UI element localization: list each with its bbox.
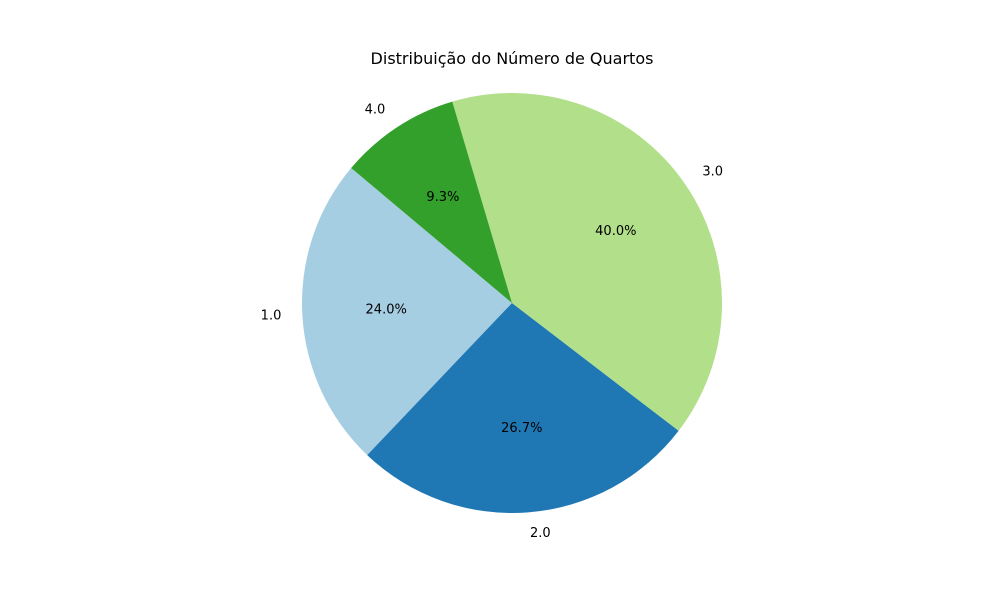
chart-title: Distribuição do Número de Quartos (371, 49, 654, 68)
slice-percent-3-0: 40.0% (595, 224, 636, 239)
pie-slice-4-0 (351, 101, 512, 303)
slice-label-3-0: 3.0 (702, 165, 723, 180)
slice-label-4-0: 4.0 (365, 102, 386, 117)
pie-slices (302, 92, 723, 513)
pie-slice-2-0 (367, 303, 679, 513)
slice-percent-1-0: 24.0% (366, 303, 407, 318)
slice-percent-4-0: 9.3% (426, 190, 459, 205)
slice-label-2-0: 2.0 (530, 526, 551, 541)
slice-label-1-0: 1.0 (261, 308, 282, 323)
pie-slice-1-0 (302, 168, 512, 456)
pie-slice-3-0 (452, 92, 723, 431)
pie-labels: 1.0 24.0% 2.0 26.7% 3.0 40.0% 4.0 9.3% (261, 102, 723, 540)
slice-percent-2-0: 26.7% (501, 421, 542, 436)
